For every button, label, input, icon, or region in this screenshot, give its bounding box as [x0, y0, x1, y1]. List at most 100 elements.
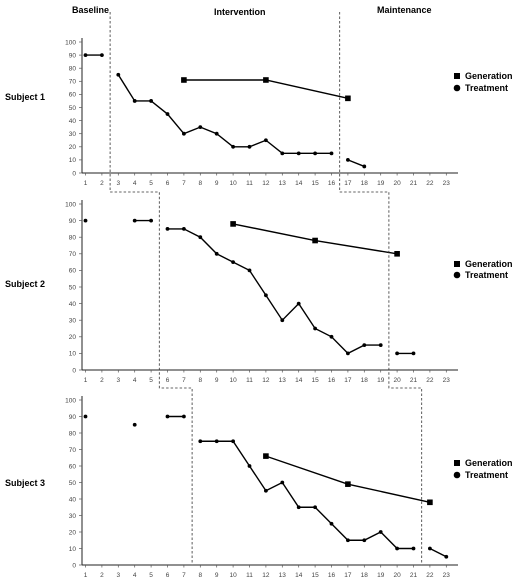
y-tick-label: 70	[69, 251, 77, 258]
subject-3-label: Subject 3	[5, 478, 45, 488]
x-tick-label: 11	[246, 377, 253, 384]
subject-1-label: Subject 1	[5, 92, 45, 102]
x-tick-label: 3	[116, 572, 120, 579]
phase-change-lines	[109, 12, 423, 565]
x-tick-label: 12	[262, 180, 270, 187]
y-tick-label: 30	[69, 131, 77, 138]
legend-subject-1: Generation Treatment	[453, 71, 513, 93]
x-tick-label: 18	[361, 377, 369, 384]
treatment-point	[198, 125, 203, 130]
x-tick-label: 12	[262, 377, 270, 384]
legend-square-marker	[454, 73, 460, 79]
treatment-line	[117, 74, 332, 155]
y-tick-label: 10	[69, 351, 77, 358]
y-tick-label: 30	[69, 513, 77, 520]
x-tick-label: 14	[295, 572, 303, 579]
treatment-point	[362, 343, 367, 347]
treatment-point	[132, 218, 137, 223]
treatment-point	[149, 218, 154, 223]
y-tick-label: 0	[72, 562, 76, 569]
x-tick-label: 9	[215, 572, 219, 579]
treatment-point	[313, 505, 317, 510]
x-tick-label: 15	[311, 180, 319, 187]
x-tick-label: 7	[182, 572, 186, 579]
legend-subject-3: Generation Treatment	[453, 458, 513, 480]
generation-point	[263, 453, 269, 459]
treatment-point	[100, 53, 104, 57]
x-tick-label: 13	[279, 377, 287, 384]
treatment-point	[165, 227, 170, 231]
treatment-point	[132, 422, 137, 427]
treatment-point	[346, 158, 350, 162]
y-tick-label: 30	[69, 318, 77, 325]
treatment-point	[165, 112, 170, 116]
y-tick-label: 20	[69, 529, 77, 536]
y-tick-label: 100	[65, 201, 76, 208]
y-tick-label: 100	[65, 39, 76, 46]
y-tick-label: 80	[69, 430, 77, 437]
treatment-point	[231, 144, 236, 149]
treatment-point	[378, 343, 383, 347]
treatment-line	[429, 547, 447, 558]
treatment-point	[444, 554, 449, 559]
x-tick-label: 16	[328, 377, 336, 384]
treatment-point	[313, 326, 317, 331]
x-tick-label: 4	[133, 377, 137, 384]
treatment-point	[83, 53, 88, 57]
treatment-line	[200, 440, 414, 550]
x-tick-label: 5	[149, 180, 153, 187]
x-tick-label: 7	[182, 180, 186, 187]
y-tick-label: 80	[69, 235, 77, 242]
treatment-point	[247, 144, 252, 149]
treatment-point	[264, 488, 268, 493]
treatment-point	[411, 351, 416, 356]
x-tick-label: 3	[116, 180, 120, 187]
x-tick-label: 13	[279, 572, 287, 579]
x-tick-label: 2	[100, 377, 104, 384]
x-tick-label: 11	[246, 572, 253, 579]
treatment-point	[296, 151, 301, 156]
treatment-point	[280, 151, 285, 156]
y-tick-label: 40	[69, 118, 77, 125]
x-tick-label: 6	[166, 180, 170, 187]
treatment-point	[296, 301, 301, 306]
treatment-point	[264, 293, 268, 298]
y-tick-label: 50	[69, 105, 77, 112]
phase-label-baseline: Baseline	[72, 5, 109, 15]
treatment-point	[116, 72, 121, 77]
treatment-point	[329, 151, 334, 156]
x-tick-label: 16	[328, 572, 336, 579]
legend-treatment-label: Treatment	[465, 83, 508, 93]
x-tick-label: 20	[393, 180, 401, 187]
x-tick-label: 22	[426, 377, 434, 384]
legend-circle-marker	[453, 271, 461, 279]
x-tick-label: 17	[344, 180, 352, 187]
treatment-point	[411, 546, 416, 551]
treatment-point	[395, 351, 399, 356]
generation-point	[312, 237, 318, 244]
treatment-point	[198, 235, 203, 240]
x-tick-label: 22	[426, 180, 434, 187]
x-tick-label: 5	[149, 572, 153, 579]
y-tick-label: 40	[69, 301, 77, 308]
x-tick-label: 10	[229, 377, 237, 384]
y-tick-label: 70	[69, 79, 77, 86]
x-tick-label: 14	[295, 180, 303, 187]
treatment-point	[313, 151, 317, 156]
legend-generation-label: Generation	[465, 259, 513, 269]
x-tick-label: 1	[84, 180, 88, 187]
treatment-point	[280, 480, 285, 485]
generation-point	[181, 77, 187, 83]
generation-point	[230, 221, 236, 227]
treatment-point	[247, 268, 252, 273]
treatment-point	[198, 439, 203, 444]
y-tick-label: 0	[72, 367, 76, 374]
x-tick-label: 6	[166, 572, 170, 579]
legend-subject-2: Generation Treatment	[453, 259, 513, 280]
treatment-line	[347, 159, 365, 168]
x-tick-label: 18	[361, 180, 369, 187]
legend-circle-marker	[453, 471, 461, 479]
treatment-point	[83, 414, 88, 419]
